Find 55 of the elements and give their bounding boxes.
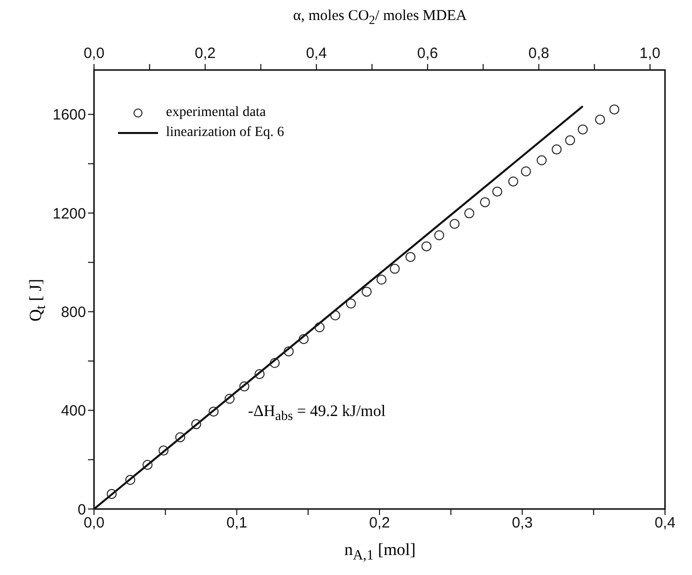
point — [224, 394, 235, 404]
annotation: -ΔH$_{abs}$ = 49.2 kJ/mol — [248, 403, 386, 424]
x2-tick-label: 0,0 — [84, 45, 104, 62]
point — [142, 460, 153, 470]
y-tick-label: 400 — [60, 402, 86, 420]
x-tick-label: 0,4 — [654, 514, 676, 532]
point — [254, 369, 265, 380]
point — [508, 176, 518, 186]
point — [421, 241, 432, 252]
point — [106, 488, 117, 499]
point — [330, 310, 340, 320]
legend-label: experimental data — [166, 105, 266, 121]
point — [520, 166, 531, 176]
point — [609, 104, 620, 114]
legend-label: linearization of Eq. 6 — [166, 125, 284, 141]
point — [239, 381, 250, 392]
x2-axis-title: α, moles CO$_{2}$/ moles MDEA — [292, 8, 468, 28]
y-tick-label: 1200 — [52, 205, 86, 222]
x2-tick-label: 0,8 — [528, 45, 550, 62]
point — [175, 432, 186, 442]
point — [565, 135, 576, 146]
point — [450, 218, 460, 229]
point — [536, 155, 547, 166]
point — [270, 358, 280, 368]
point — [362, 286, 372, 297]
point — [492, 186, 502, 197]
point — [376, 274, 386, 285]
point — [578, 124, 588, 134]
point — [480, 197, 490, 208]
point — [390, 264, 400, 274]
x2-tick-label: 1,0 — [640, 45, 660, 62]
point — [405, 252, 416, 262]
x2-tick-label: 0,2 — [194, 45, 216, 62]
point — [284, 346, 294, 356]
x-tick-label: 0,1 — [226, 514, 248, 532]
point — [464, 208, 474, 218]
y-tick-label: 800 — [60, 304, 86, 322]
x-tick-label: 0,3 — [512, 514, 533, 532]
point — [434, 230, 444, 240]
x-axis-title: n$_{A,1}$ [mol] — [343, 540, 417, 564]
point — [191, 419, 202, 430]
point — [552, 144, 562, 154]
point — [298, 334, 309, 344]
y-tick-label: 0 — [78, 501, 86, 518]
point — [158, 446, 169, 456]
x2-tick-label: 0,6 — [417, 45, 438, 62]
x2-tick-label: 0,4 — [306, 45, 327, 62]
y-tick-label: 1600 — [52, 106, 86, 124]
x-tick-label: 0,0 — [84, 514, 104, 532]
point — [346, 298, 356, 309]
point — [208, 406, 219, 417]
x-tick-label: 0,2 — [369, 514, 390, 532]
point — [125, 474, 136, 485]
point — [595, 114, 606, 125]
point — [314, 322, 325, 332]
